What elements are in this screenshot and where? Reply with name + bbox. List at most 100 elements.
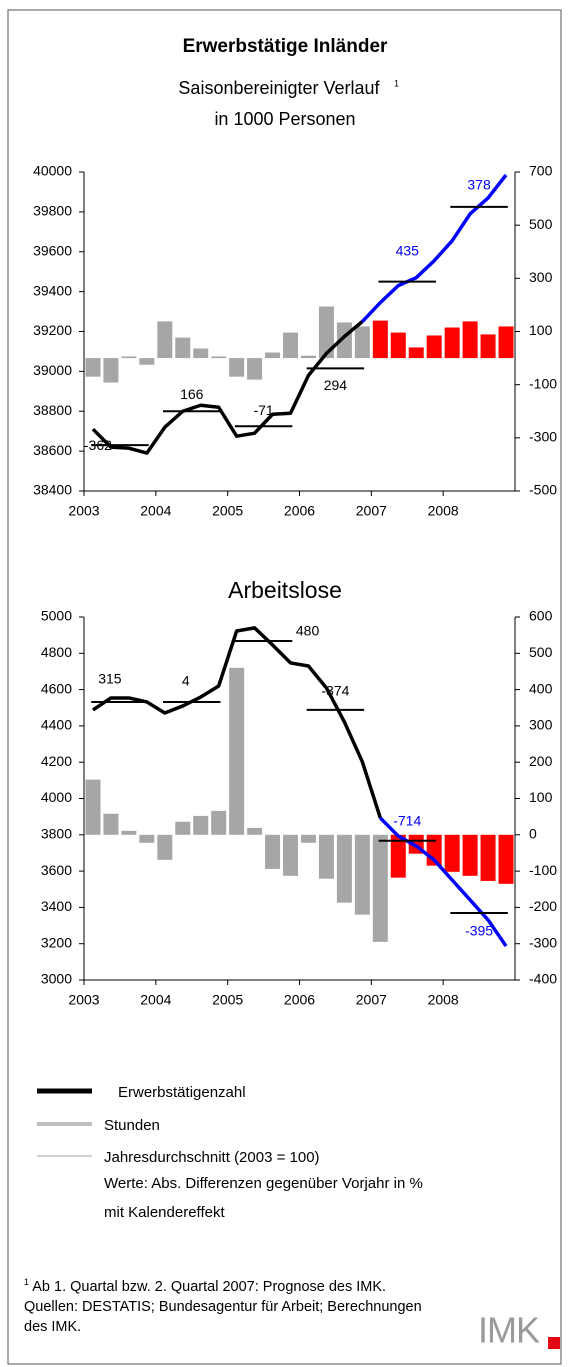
annual-label: -362 [84,437,112,453]
annual-label: 435 [396,242,420,258]
bar [103,358,119,383]
bar [444,834,460,872]
chart-title: Erwerbstätige Inländer [183,36,388,57]
annual-label: -395 [465,923,493,939]
annual-label: 480 [296,623,320,639]
y-tick-label: 39800 [33,203,72,219]
line [361,173,508,323]
y2-tick-label: -300 [529,429,557,445]
x-tick-label: 2003 [68,503,99,519]
bar [300,355,316,359]
bar [85,358,101,377]
bar [462,834,478,876]
y2-tick-label: 500 [529,644,553,660]
bar [390,332,406,359]
bar [157,321,173,359]
footnote-text: Ab 1. Quartal bzw. 2. Quartal 2007: Prog… [32,1278,387,1295]
bar [85,779,101,835]
y-tick-label: 3000 [41,971,72,987]
bar [175,821,191,835]
bar [372,320,388,359]
logo-text: IMK [478,1310,540,1351]
annual-label: 166 [180,386,204,402]
bar [139,358,155,365]
bar [498,834,514,884]
line [91,320,364,455]
bar [175,337,191,359]
bar [462,321,478,359]
bar [193,348,209,359]
bar [265,352,281,359]
bar [229,667,245,835]
annual-label: 294 [324,377,348,393]
bar [354,834,370,915]
subtitle-note: 1 [394,78,399,88]
y2-tick-label: -400 [529,971,557,987]
y2-tick-label: 0 [529,826,537,842]
x-tick-label: 2008 [428,992,459,1008]
y-tick-label: 4000 [41,789,72,805]
y2-tick-label: 300 [529,717,553,733]
bar [498,326,514,359]
y-tick-label: 38400 [33,482,72,498]
y-tick-label: 3800 [41,826,72,842]
bar [318,306,334,359]
x-tick-label: 2005 [212,503,243,519]
bar [283,332,299,359]
annual-label: -374 [321,683,349,699]
y-tick-label: 39400 [33,282,72,298]
bar [480,334,496,359]
y-tick-label: 39200 [33,322,72,338]
x-tick-label: 2007 [356,992,387,1008]
frame [7,9,562,1365]
annual-label: -71 [253,402,273,418]
y-tick-label: 3400 [41,898,72,914]
x-tick-label: 2007 [356,503,387,519]
footnote: 1 Ab 1. Quartal bzw. 2. Quartal 2007: Pr… [24,1272,436,1337]
bar [265,834,281,869]
bar [408,347,424,359]
bar [336,834,352,903]
bar [211,356,227,359]
bar [193,815,209,835]
x-tick-label: 2003 [68,992,99,1008]
bar [318,834,334,879]
x-tick-label: 2008 [428,503,459,519]
logo-square [548,1337,560,1349]
bar [211,810,227,835]
y2-tick-label: -100 [529,375,557,391]
y-tick-label: 38800 [33,402,72,418]
bar [247,827,263,835]
x-tick-label: 2006 [284,992,315,1008]
legend-note: mit Kalendereffekt [104,1204,225,1221]
y2-tick-label: 400 [529,680,553,696]
y-tick-label: 38600 [33,442,72,458]
y2-tick-label: 200 [529,753,553,769]
bar [390,834,406,878]
x-tick-label: 2004 [140,503,171,519]
line [379,816,508,948]
footnote-mark: 1 [24,1277,30,1287]
y2-tick-label: 100 [529,322,553,338]
bar [229,358,245,377]
x-tick-label: 2005 [212,992,243,1008]
bar [103,813,119,835]
annual-label: -714 [393,812,421,828]
bar [354,326,370,359]
footnote-sources: Quellen: DESTATIS; Bundesagentur für Arb… [24,1298,422,1335]
line [92,626,382,819]
annual-label: 4 [182,673,190,689]
y-tick-label: 4200 [41,753,72,769]
x-tick-label: 2006 [284,503,315,519]
bar [444,327,460,359]
y-tick-label: 39000 [33,362,72,378]
y2-tick-label: -100 [529,862,557,878]
y2-tick-label: 500 [529,216,553,232]
bar [247,358,263,380]
annual-label: 315 [98,671,122,687]
bar [372,834,388,942]
bar [157,834,173,860]
bar [121,356,137,359]
